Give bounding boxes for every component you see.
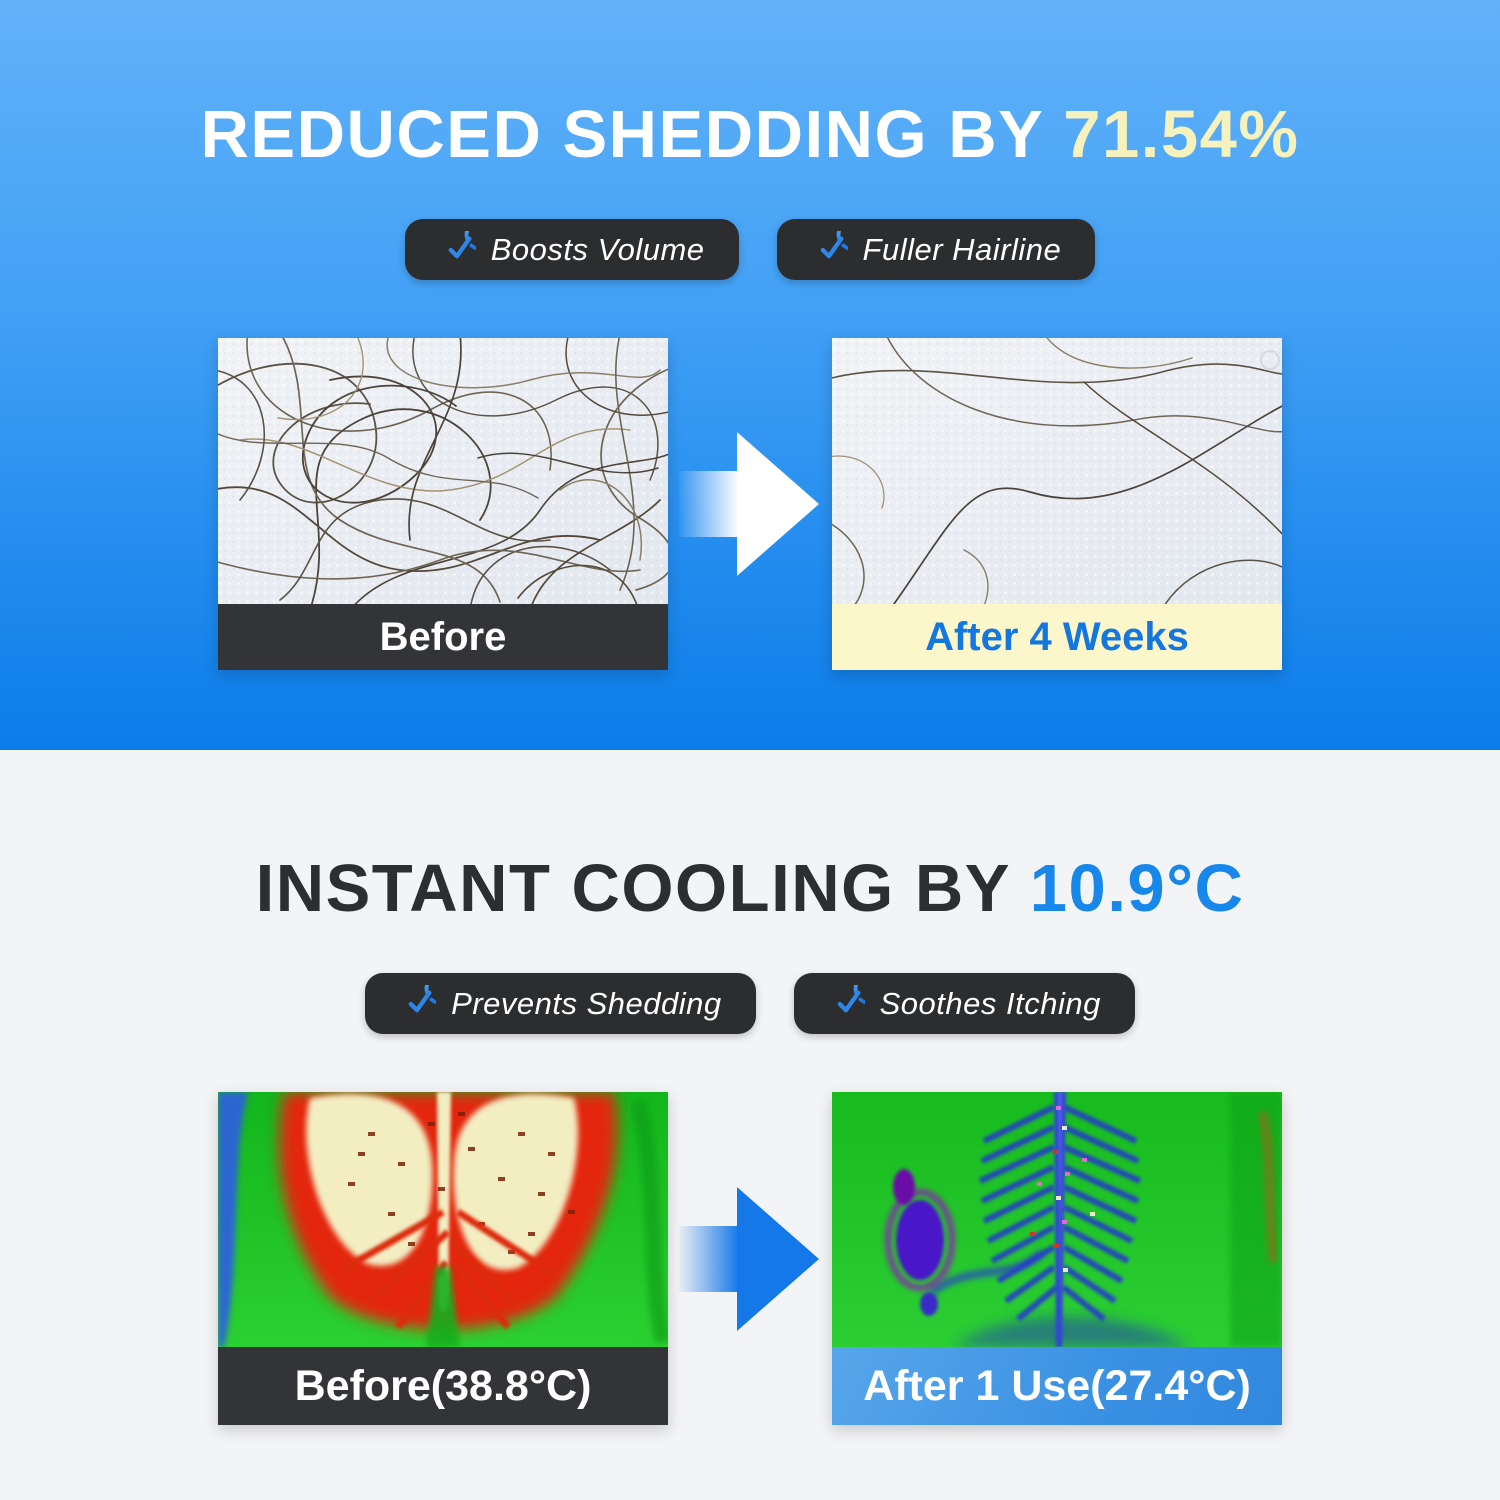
cooling-title-text: INSTANT COOLING BY	[255, 851, 1030, 926]
shedding-title-text: REDUCED SHEDDING BY	[200, 97, 1064, 172]
hair-strands-many-photo	[218, 338, 668, 604]
hair-strands-few-photo	[832, 338, 1282, 604]
shedding-after-card: After 4 Weeks	[832, 338, 1282, 670]
after-caption: After 1 Use(27.4°C)	[832, 1347, 1282, 1425]
cooling-after-card: After 1 Use(27.4°C)	[832, 1092, 1282, 1425]
cooling-title: INSTANT COOLING BY 10.9°C	[0, 750, 1500, 927]
cooling-section: INSTANT COOLING BY 10.9°C Prevents Shedd…	[0, 750, 1500, 1500]
badge-label: Prevents Shedding	[451, 985, 722, 1021]
after-caption: After 4 Weeks	[832, 604, 1282, 670]
before-caption: Before	[218, 604, 668, 670]
cooling-badges-row: Prevents Shedding Soothes Itching	[0, 973, 1500, 1034]
shedding-badges-row: Boosts Volume Fuller Hairline	[0, 219, 1500, 280]
cooling-title-highlight: 10.9°C	[1029, 851, 1245, 926]
thermal-scalp-cool-photo	[832, 1092, 1282, 1347]
badge-fuller-hairline: Fuller Hairline	[776, 219, 1096, 280]
badge-soothes-itching: Soothes Itching	[793, 973, 1135, 1034]
cooling-compare-row: Before(38.8°C)	[0, 1092, 1500, 1425]
badge-label: Soothes Itching	[879, 985, 1101, 1021]
before-caption: Before(38.8°C)	[218, 1347, 668, 1425]
badge-prevents-shedding: Prevents Shedding	[365, 973, 756, 1034]
shedding-title-highlight: 71.54%	[1063, 97, 1300, 172]
badge-label: Boosts Volume	[490, 231, 705, 267]
shedding-before-card: Before	[218, 338, 668, 670]
badge-label: Fuller Hairline	[862, 231, 1062, 267]
arrow-right-icon	[668, 1092, 832, 1425]
shedding-title: REDUCED SHEDDING BY 71.54%	[0, 0, 1500, 173]
thermal-scalp-hot-photo	[218, 1092, 668, 1347]
check-circle-icon	[399, 985, 436, 1022]
shedding-compare-row: Before	[0, 338, 1500, 670]
shedding-section: REDUCED SHEDDING BY 71.54% Boosts Volume…	[0, 0, 1500, 750]
check-circle-icon	[828, 985, 865, 1022]
badge-boosts-volume: Boosts Volume	[404, 219, 739, 280]
check-circle-icon	[811, 231, 848, 268]
arrow-right-icon	[668, 338, 832, 670]
cooling-before-card: Before(38.8°C)	[218, 1092, 668, 1425]
check-circle-icon	[439, 231, 476, 268]
